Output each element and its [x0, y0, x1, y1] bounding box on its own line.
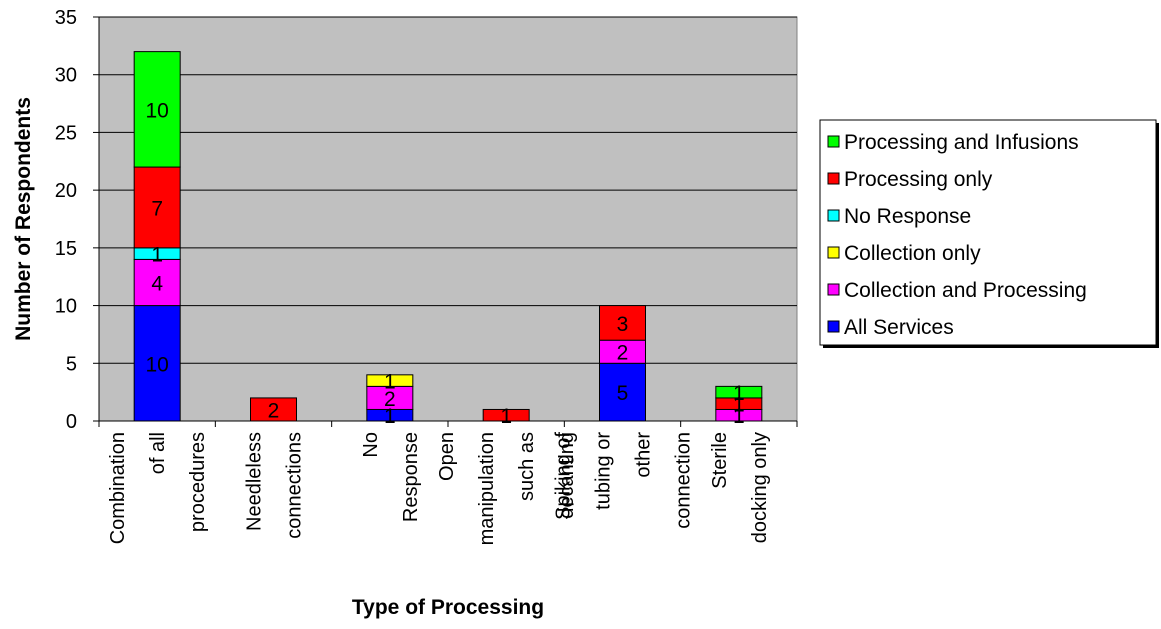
- x-tick-label-line: Combination: [107, 432, 129, 544]
- bar-segment: [366, 374, 414, 387]
- bar-segment: [715, 385, 763, 399]
- x-tick-label-line: connections: [284, 432, 306, 539]
- legend-entry: No Response: [844, 205, 971, 228]
- data-label: 3: [617, 313, 629, 336]
- data-label: 2: [384, 388, 396, 411]
- x-tick-label: Spiking of tubing or other connection: [553, 432, 695, 529]
- data-label: 1: [151, 244, 163, 267]
- gridlines: [99, 16, 797, 364]
- data-label: 1: [733, 382, 745, 405]
- y-axis-title: Number of Respondents: [12, 97, 35, 341]
- legend-swatch: [827, 320, 840, 333]
- bar-segment: [599, 362, 646, 422]
- y-axis: 0 5 10 15 20 25 30 35: [55, 7, 100, 433]
- legend-entry: Processing only: [844, 168, 993, 191]
- y-tick-label: 35: [55, 7, 77, 29]
- y-tick-label: 25: [55, 122, 77, 144]
- y-tick-label: 5: [66, 353, 77, 375]
- x-tick-label: Needleless connections: [244, 432, 306, 539]
- data-label: 2: [617, 342, 629, 365]
- x-tick-label-line: manipulation: [476, 432, 498, 545]
- data-label: 1: [384, 371, 396, 394]
- legend-entry: All Services: [844, 316, 954, 339]
- x-axis: Combination of all procedures Needleless con…: [98, 420, 798, 545]
- data-label: 2: [268, 399, 280, 422]
- x-tick-label-line: connection: [673, 432, 695, 529]
- legend-entry: Collection and Processing: [844, 279, 1087, 302]
- x-tick-label-line: docking only: [749, 432, 771, 543]
- data-label: 10: [145, 353, 168, 376]
- bar-segment: [133, 305, 181, 422]
- bar-segment: [250, 397, 297, 422]
- x-tick-label-line: No: [360, 432, 382, 458]
- x-tick-label: Open manipulation such as decanting: [436, 432, 578, 545]
- plot-area: [98, 16, 798, 422]
- legend-swatch: [827, 246, 840, 259]
- legend-swatch: [827, 283, 840, 296]
- x-tick-label-line: Open: [436, 432, 458, 481]
- y-tick-label: 30: [55, 65, 77, 87]
- data-label: 4: [151, 272, 163, 295]
- data-label: 1: [500, 405, 512, 428]
- bar-segment: [482, 408, 530, 422]
- y-tick-label: 10: [55, 296, 77, 318]
- x-tick-label-line: other: [633, 432, 655, 478]
- data-label: 1: [733, 394, 745, 417]
- legend-swatch: [827, 172, 840, 185]
- y-tick-label: 20: [55, 180, 77, 202]
- y-tick-label: 0: [66, 411, 77, 433]
- x-tick-label: Combination of all procedures: [107, 432, 209, 544]
- x-tick-label-line: procedures: [187, 432, 209, 532]
- data-label: 7: [151, 197, 163, 220]
- x-tick-label-line: tubing or: [593, 432, 615, 510]
- bars: [133, 51, 763, 422]
- data-label: 5: [617, 382, 629, 405]
- x-tick-label-line: of all: [147, 432, 169, 474]
- legend-box: [819, 119, 1157, 346]
- data-label: 1: [733, 405, 745, 428]
- x-tick-label-line: Response: [400, 432, 422, 522]
- data-label: 10: [145, 99, 168, 122]
- x-axis-title: Type of Processing: [352, 596, 544, 619]
- x-tick-label-line: such as: [516, 432, 538, 501]
- legend-entry: Collection only: [844, 242, 981, 265]
- x-tick-label: No Response: [360, 432, 422, 522]
- x-tick-label-line: decanting: [556, 432, 578, 519]
- y-tick-label: 15: [55, 238, 77, 260]
- legend-swatch: [827, 135, 840, 148]
- data-label: 1: [384, 405, 396, 428]
- bar-segment: [133, 51, 181, 168]
- legend-swatch: [827, 209, 840, 222]
- x-tick-label: Sterile docking only: [709, 432, 771, 543]
- x-tick-label-line: Spiking of: [553, 432, 575, 520]
- x-tick-label-line: Sterile: [709, 432, 731, 489]
- legend: Processing and Infusions Processing only N…: [819, 119, 1159, 348]
- x-tick-label-line: Needleless: [244, 432, 266, 531]
- bar-segment: [599, 305, 646, 341]
- legend-entry: Processing and Infusions: [844, 131, 1079, 154]
